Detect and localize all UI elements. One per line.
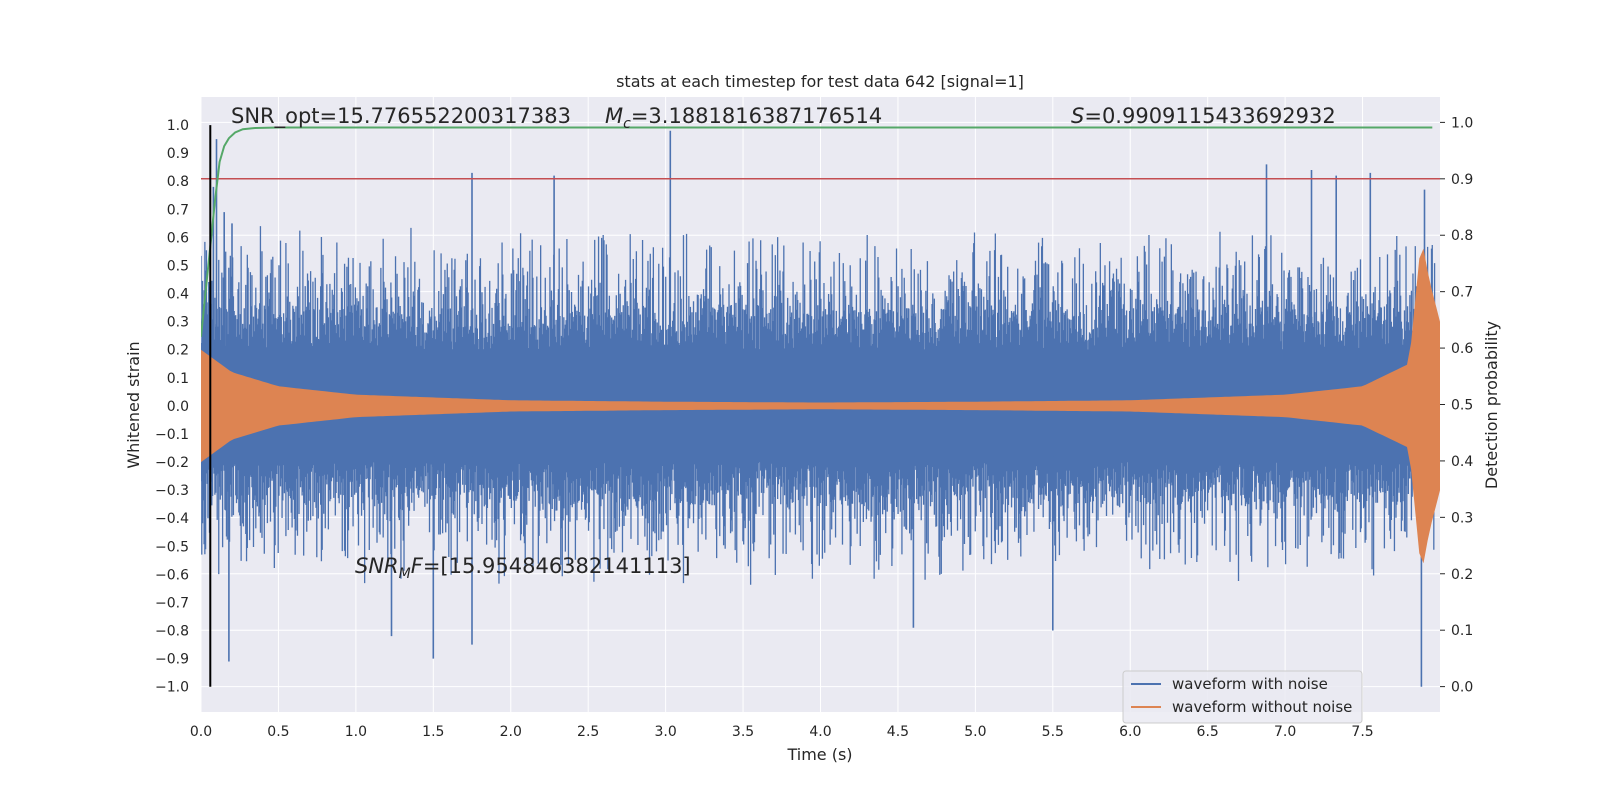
chirp-mass-value: =3.1881816387176514 (631, 104, 882, 128)
y-tick-label: −0.7 (155, 595, 189, 611)
plot-content (201, 125, 1440, 687)
y2-tick-label: 0.8 (1451, 228, 1473, 244)
x-tick-label: 2.0 (500, 724, 522, 740)
y2-axis-ticks: 1.0 0.9 0.8 0.7 0.6 0.5 0.4 0.3 0.2 0.1 0.0 (1440, 115, 1473, 696)
y-tick-label: 0.1 (167, 371, 189, 387)
y2-tick-label: 0.1 (1451, 623, 1473, 639)
clean-waveform (201, 248, 1440, 564)
x-tick-label: 3.5 (732, 724, 754, 740)
y2-tick-label: 0.5 (1451, 398, 1473, 414)
y-tick-label: −0.4 (155, 511, 189, 527)
x-tick-label: 3.0 (654, 724, 676, 740)
y-tick-label: 0.7 (167, 202, 189, 218)
y-tick-label: 0.0 (167, 399, 189, 415)
y-tick-label: 0.2 (167, 343, 189, 359)
snr-mf-subscript: M (399, 566, 411, 582)
y-tick-label: −0.1 (155, 427, 189, 443)
y-tick-label: 0.6 (167, 230, 189, 246)
y-tick-label: −0.6 (155, 567, 189, 583)
y-tick-label: −0.9 (155, 652, 189, 668)
s-value: =0.9909115433692932 (1084, 104, 1335, 128)
x-tick-label: 5.0 (964, 724, 986, 740)
x-tick-label: 4.5 (887, 724, 909, 740)
legend-box (1122, 670, 1363, 724)
y-tick-label: −0.2 (155, 455, 189, 471)
chirp-mass-annotation: Mc=3.1881816387176514 (605, 104, 882, 132)
y-tick-label: 0.8 (167, 174, 189, 190)
y-tick-label: −0.5 (155, 539, 189, 555)
legend: waveform with noise waveform without noi… (1122, 670, 1363, 724)
x-tick-label: 7.0 (1274, 724, 1296, 740)
y-tick-label: 0.3 (167, 315, 189, 331)
y2-axis-label: Detection probability (1482, 321, 1501, 489)
y-tick-label: −0.8 (155, 624, 189, 640)
snr-mf-annotation: SNRMF=[15.954846382141113] (355, 554, 691, 582)
x-tick-label: 7.5 (1351, 724, 1373, 740)
x-tick-label: 6.0 (1119, 724, 1141, 740)
x-tick-label: 1.0 (345, 724, 367, 740)
legend-label-clean: waveform without noise (1172, 698, 1352, 716)
s-symbol: S (1071, 104, 1084, 128)
y-axis-label: Whitened strain (124, 341, 143, 468)
y-tick-label: 0.9 (167, 146, 189, 162)
x-tick-label: 0.0 (190, 724, 212, 740)
y2-tick-label: 0.2 (1451, 567, 1473, 583)
y2-tick-label: 0.9 (1451, 172, 1473, 188)
y-tick-label: −1.0 (155, 680, 189, 696)
y-tick-label: 0.4 (167, 287, 189, 303)
y2-tick-label: 1.0 (1451, 115, 1473, 131)
x-tick-label: 6.5 (1197, 724, 1219, 740)
x-tick-label: 5.5 (1042, 724, 1064, 740)
y2-tick-label: 0.3 (1451, 510, 1473, 526)
x-axis-label: Time (s) (786, 745, 852, 764)
snr-mf-value: =[15.954846382141113] (423, 554, 691, 578)
x-tick-label: 0.5 (267, 724, 289, 740)
y2-tick-label: 0.0 (1451, 680, 1473, 696)
chirp-mass-subscript: c (623, 116, 631, 132)
detection-probability-line (201, 126, 1433, 337)
s-annotation: S=0.9909115433692932 (1071, 104, 1336, 128)
y2-tick-label: 0.7 (1451, 285, 1473, 301)
y-tick-label: 0.5 (167, 258, 189, 274)
chart-title: stats at each timestep for test data 642… (616, 72, 1024, 91)
snr-mf-f: F (411, 554, 424, 578)
chirp-mass-symbol: M (605, 104, 623, 128)
snr-mf-symbol: SNR (355, 554, 399, 578)
x-axis-ticks: 0.0 0.5 1.0 1.5 2.0 2.5 3.0 3.5 4.0 4.5 5.0 5.5 6.0 6… (190, 724, 1374, 740)
x-tick-label: 1.5 (422, 724, 444, 740)
snr-opt-annotation: SNR_opt=15.776552200317383 (231, 104, 571, 129)
y-tick-label: −0.3 (155, 483, 189, 499)
noise-waveform-peaks (212, 130, 1426, 687)
y2-tick-label: 0.4 (1451, 454, 1473, 470)
y-tick-label: 1.0 (167, 118, 189, 134)
x-tick-label: 4.0 (809, 724, 831, 740)
y2-tick-label: 0.6 (1451, 341, 1473, 357)
legend-label-noise: waveform with noise (1172, 675, 1328, 693)
y-axis-ticks: 1.0 0.9 0.8 0.7 0.6 0.5 0.4 0.3 0.2 0.1 0.0 −0.1 −0.… (155, 118, 189, 696)
x-tick-label: 2.5 (577, 724, 599, 740)
